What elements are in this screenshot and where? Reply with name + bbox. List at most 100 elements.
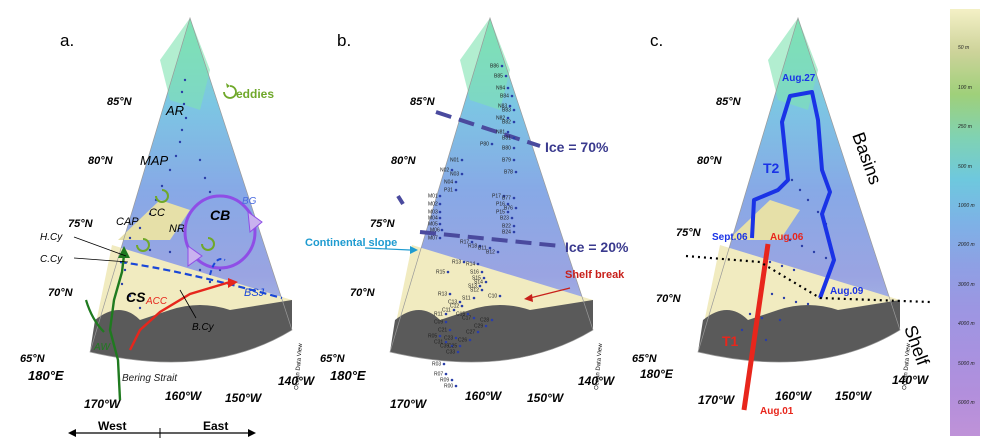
station-dot bbox=[512, 158, 516, 162]
lat-70-label: 70°N bbox=[48, 287, 74, 299]
station-label: B81 bbox=[502, 136, 511, 142]
panel-c-land bbox=[698, 300, 900, 363]
station-dot bbox=[454, 384, 458, 388]
lat-75-label: 75°N bbox=[68, 218, 94, 230]
depth-colorbar bbox=[950, 9, 980, 436]
station-dot bbox=[438, 194, 442, 198]
station-dot bbox=[502, 194, 506, 198]
basins-label: Basins bbox=[848, 130, 885, 188]
station-label: B83 bbox=[502, 108, 511, 114]
station-label: P80 bbox=[480, 142, 489, 148]
station-label: M01 bbox=[428, 194, 438, 200]
station-dot bbox=[450, 378, 454, 382]
lon-170-label: 170°W bbox=[84, 397, 122, 411]
station-label: C09 bbox=[434, 320, 443, 326]
station-label: C21 bbox=[438, 328, 447, 334]
station-label: R07 bbox=[434, 372, 443, 378]
hcy-line bbox=[73, 236, 127, 257]
station-label: N81 bbox=[496, 130, 505, 136]
station-label: C35 bbox=[440, 344, 449, 350]
lat-85-label: 85°N bbox=[107, 96, 133, 108]
station-label: B86 bbox=[490, 64, 499, 70]
station-label: M06 bbox=[430, 228, 440, 234]
b-lat-75: 75°N bbox=[370, 218, 396, 230]
station-dot bbox=[460, 158, 464, 162]
aw-arrowhead bbox=[118, 246, 130, 258]
station-label: R05 bbox=[428, 334, 437, 340]
c-lon-160: 160°W bbox=[775, 389, 813, 403]
shelf-break-arrowhead bbox=[524, 294, 533, 302]
panel-c-letter: c. bbox=[650, 31, 663, 50]
bsj-jet bbox=[119, 260, 283, 300]
station-label: B78 bbox=[504, 170, 513, 176]
station-label: S12 bbox=[470, 288, 479, 294]
station-dot bbox=[444, 372, 448, 376]
station-label: C28 bbox=[480, 318, 489, 324]
station-label: P17 bbox=[492, 194, 501, 200]
t2-label: T2 bbox=[763, 160, 780, 176]
station-dot bbox=[490, 142, 494, 146]
bcy-line bbox=[179, 289, 197, 319]
panel-a-land-siberia bbox=[100, 330, 170, 360]
colorbar-tick-label: 250 m bbox=[957, 124, 972, 130]
station-dot bbox=[506, 116, 510, 120]
station-dot bbox=[448, 328, 452, 332]
station-dot bbox=[454, 336, 458, 340]
lat-80-label: 80°N bbox=[88, 155, 114, 167]
aw-current bbox=[108, 254, 126, 401]
region-cs: CS bbox=[126, 289, 146, 305]
panel-c: c. 85°N 80°N 75°N 70°N 65°N 180°E 170°W … bbox=[632, 16, 933, 417]
c-lon-180: 180°E bbox=[640, 367, 674, 381]
colorbar-ramp bbox=[950, 9, 980, 436]
colorbar-tick-label: 1000 m bbox=[958, 203, 975, 209]
continental-slope-label: Continental slope bbox=[305, 237, 397, 249]
station-dot bbox=[514, 206, 518, 210]
colorbar-tick-label: 50 m bbox=[958, 45, 969, 51]
station-label: B76 bbox=[504, 206, 513, 212]
station-dot bbox=[510, 94, 514, 98]
west-arrowhead bbox=[68, 429, 76, 437]
station-label: B79 bbox=[502, 158, 511, 164]
date-aug06: Aug.06 bbox=[770, 232, 804, 243]
station-dot bbox=[446, 270, 450, 274]
date-aug09: Aug.09 bbox=[830, 286, 864, 297]
t1-label: T1 bbox=[722, 333, 739, 349]
ccy-line bbox=[73, 257, 129, 263]
station-label: N03 bbox=[450, 172, 459, 178]
lat-65-label: 65°N bbox=[20, 353, 46, 365]
bsj-label: BSJ bbox=[244, 287, 265, 299]
station-label: B85 bbox=[494, 74, 503, 80]
station-dot bbox=[442, 362, 446, 366]
b-lat-80: 80°N bbox=[391, 155, 417, 167]
colorbar-tick-label: 4000 m bbox=[958, 321, 975, 327]
station-dot bbox=[454, 180, 458, 184]
station-label: B22 bbox=[502, 224, 511, 230]
station-dot bbox=[506, 210, 510, 214]
station-dot bbox=[448, 292, 452, 296]
station-label: P31 bbox=[444, 188, 453, 194]
c-lat-65: 65°N bbox=[632, 353, 658, 365]
station-label: R18 bbox=[468, 244, 477, 250]
station-dot bbox=[488, 246, 492, 250]
bg-arrow bbox=[247, 210, 263, 233]
panel-b: b. 85°N 80°N 75°N 70°N 65°N 180°E 170°W … bbox=[305, 16, 629, 411]
station-label: S14 bbox=[474, 280, 483, 286]
station-label: S13 bbox=[468, 284, 477, 290]
station-dot bbox=[506, 86, 510, 90]
odv-credit: Ocean Data View bbox=[294, 343, 304, 391]
station-label: N82 bbox=[496, 116, 505, 122]
station-label: C26 bbox=[458, 338, 467, 344]
bg-label: BG bbox=[242, 196, 257, 207]
eddies-legend-label: eddies bbox=[236, 87, 274, 101]
station-dot bbox=[444, 340, 448, 344]
colorbar-tick-label: 6000 m bbox=[958, 400, 975, 406]
station-dot bbox=[460, 304, 464, 308]
station-dot bbox=[454, 188, 458, 192]
station-dot bbox=[462, 260, 466, 264]
c-lat-75: 75°N bbox=[676, 227, 702, 239]
eddies-arrowhead bbox=[226, 83, 230, 88]
station-label: C17 bbox=[462, 316, 471, 322]
station-dot bbox=[438, 236, 442, 240]
station-dot bbox=[490, 318, 494, 322]
